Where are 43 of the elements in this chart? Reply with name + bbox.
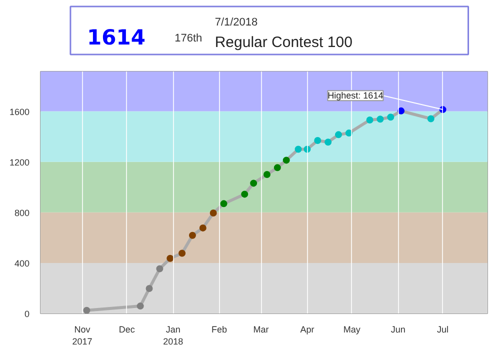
- point: [263, 171, 270, 178]
- point: [250, 180, 258, 187]
- text: 176th: [174, 32, 202, 44]
- y-tick-label: 400: [14, 258, 30, 268]
- point: [188, 232, 196, 239]
- point: [220, 200, 228, 208]
- point: [335, 131, 342, 138]
- x-tick-label: Jul: [437, 324, 449, 334]
- x-tick-label: May: [343, 324, 361, 334]
- text: 7/1/2018: [214, 16, 258, 28]
- annotation: Highest: 1614: [328, 90, 384, 101]
- point: [166, 254, 174, 262]
- point: [282, 156, 290, 164]
- point: [146, 284, 153, 292]
- x-tick-label: Dec: [118, 324, 136, 334]
- point: [294, 146, 302, 153]
- text: 1614: [86, 26, 146, 50]
- x-tick-label: Feb: [212, 324, 228, 334]
- point: [210, 210, 217, 217]
- point: [156, 265, 164, 272]
- point: [387, 114, 394, 121]
- point: [178, 250, 186, 257]
- x-tick-label: Jun: [390, 324, 406, 334]
- point: [376, 116, 384, 123]
- point: [314, 137, 322, 144]
- point: [274, 164, 281, 172]
- y-tick-label: 1600: [9, 106, 30, 117]
- point: [241, 190, 248, 198]
- point: [136, 302, 144, 310]
- y-tick-label: 800: [14, 208, 30, 218]
- point: [324, 138, 332, 146]
- chart-title: Regular Contest 100: [214, 34, 352, 51]
- point: [366, 116, 374, 124]
- point: [199, 224, 206, 232]
- x-tick-label: Apr: [300, 324, 314, 334]
- point: [427, 115, 434, 122]
- point: [83, 306, 90, 314]
- x-tick-label: Mar: [253, 324, 269, 334]
- y-tick-label: 0: [24, 309, 30, 319]
- x-tick-label: Jan 2018: [163, 324, 184, 346]
- point: [398, 107, 405, 114]
- y-tick-label: 1200: [9, 157, 30, 168]
- x-tick-label: Nov 2017: [72, 324, 92, 346]
